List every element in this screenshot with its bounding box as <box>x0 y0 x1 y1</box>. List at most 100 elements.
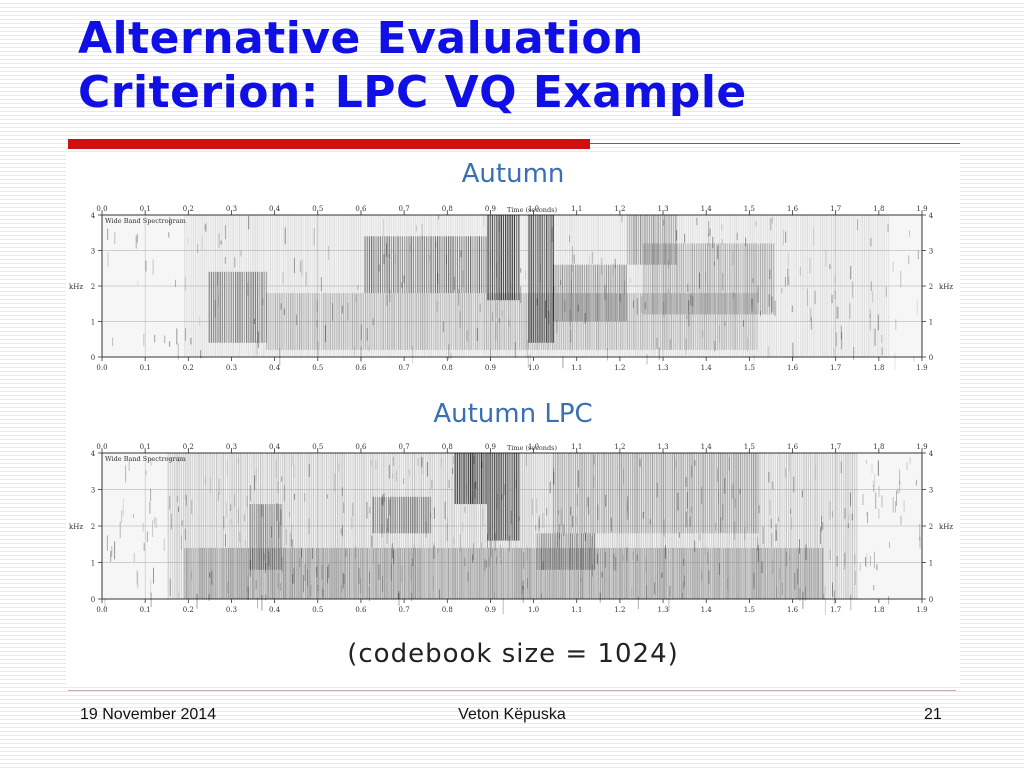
time-tick-bottom-label: 0.5 <box>312 364 323 372</box>
freq-tick-left-label: 1 <box>91 560 95 568</box>
time-tick-bottom-label: 0.1 <box>140 606 151 614</box>
time-tick-top-label: 0.0 <box>96 205 107 213</box>
footer-page-number: 21 <box>924 706 942 723</box>
time-tick-top-label: 0.6 <box>355 443 367 451</box>
footer-rule <box>68 690 956 691</box>
bottom-spectrogram-heading: Autumn LPC <box>433 399 593 429</box>
time-tick-top-label: 0.2 <box>183 443 194 451</box>
freq-tick-left-label: 4 <box>91 212 96 220</box>
time-tick-bottom-label: 0.2 <box>183 364 194 372</box>
freq-tick-left-label: 1 <box>91 319 95 327</box>
time-tick-bottom-label: 1.7 <box>830 606 841 614</box>
time-axis-label: Time (seconds) <box>507 444 557 452</box>
time-tick-bottom-label: 1.4 <box>701 606 713 614</box>
freq-tick-right-label: 2 <box>929 523 933 531</box>
freq-tick-right-label: 1 <box>929 319 933 327</box>
title-thin-rule <box>590 143 960 144</box>
freq-tick-left-label: 2 <box>91 523 95 531</box>
freq-axis-label-left: kHz <box>69 523 83 531</box>
time-tick-bottom-label: 1.8 <box>873 364 884 372</box>
time-tick-top-label: 1.8 <box>873 443 884 451</box>
freq-tick-right-label: 4 <box>929 212 934 220</box>
time-tick-bottom-label: 0.9 <box>485 606 496 614</box>
time-tick-bottom-label: 1.7 <box>830 364 841 372</box>
time-tick-top-label: 1.7 <box>830 443 841 451</box>
time-tick-bottom-label: 0.2 <box>183 606 194 614</box>
time-tick-top-label: 0.5 <box>312 443 323 451</box>
time-tick-bottom-label: 1.4 <box>701 364 713 372</box>
time-tick-bottom-label: 0.4 <box>269 606 281 614</box>
slide-title-line-2: Criterion: LPC VQ Example <box>78 67 747 118</box>
freq-tick-left-label: 0 <box>91 354 95 362</box>
time-tick-top-label: 1.8 <box>873 205 884 213</box>
freq-axis-label-right: kHz <box>939 283 953 291</box>
time-tick-top-label: 0.0 <box>96 443 107 451</box>
time-tick-bottom-label: 0.3 <box>226 606 237 614</box>
time-tick-bottom-label: 0.0 <box>96 606 107 614</box>
time-tick-bottom-label: 0.7 <box>399 606 410 614</box>
time-tick-bottom-label: 0.1 <box>140 364 151 372</box>
freq-tick-right-label: 1 <box>929 560 933 568</box>
spectrogram-figure: Autumn 0.0 0.0 0.1 0.1 0.2 0.2 0.3 0.3 0.4 0.4 0.5… <box>66 155 960 685</box>
time-tick-bottom-label: 1.9 <box>916 364 927 372</box>
time-tick-top-label: 1.9 <box>916 205 927 213</box>
time-tick-top-label: 0.3 <box>226 205 237 213</box>
time-tick-bottom-label: 0.9 <box>485 364 496 372</box>
time-tick-bottom-label: 0.8 <box>442 364 453 372</box>
time-tick-top-label: 0.8 <box>442 443 453 451</box>
freq-axis-label-left: kHz <box>69 283 83 291</box>
title-accent-rule <box>68 139 590 149</box>
time-tick-top-label: 0.7 <box>399 443 410 451</box>
time-tick-top-label: 0.1 <box>140 443 151 451</box>
time-tick-bottom-label: 1.1 <box>571 606 582 614</box>
time-tick-bottom-label: 1.3 <box>657 606 668 614</box>
time-tick-bottom-label: 1.5 <box>744 364 755 372</box>
top-spectrogram-heading: Autumn <box>461 159 565 189</box>
time-tick-bottom-label: 1.9 <box>916 606 927 614</box>
time-tick-top-label: 0.7 <box>399 205 410 213</box>
time-tick-top-label: 1.5 <box>744 205 755 213</box>
spectrogram-type-label: Wide Band Spectrogram <box>105 455 186 463</box>
time-tick-bottom-label: 1.3 <box>657 364 668 372</box>
time-tick-top-label: 0.1 <box>140 205 151 213</box>
time-tick-top-label: 1.3 <box>657 443 668 451</box>
freq-tick-right-label: 4 <box>929 450 934 458</box>
autumn-lpc-spectrogram: 0.0 0.0 0.1 0.1 0.2 0.2 0.3 0.3 0.4 0.4 0.5 0.5 0.6 0… <box>69 443 953 615</box>
time-tick-bottom-label: 1.2 <box>614 606 625 614</box>
time-tick-top-label: 1.7 <box>830 205 841 213</box>
freq-tick-right-label: 3 <box>929 487 933 495</box>
time-tick-bottom-label: 1.1 <box>571 364 582 372</box>
freq-tick-left-label: 3 <box>91 487 95 495</box>
time-tick-top-label: 1.0 <box>528 443 539 451</box>
time-tick-top-label: 0.8 <box>442 205 453 213</box>
time-tick-top-label: 1.1 <box>571 205 582 213</box>
freq-tick-left-label: 0 <box>91 596 95 604</box>
time-tick-top-label: 1.1 <box>571 443 582 451</box>
time-tick-top-label: 0.2 <box>183 205 194 213</box>
freq-axis-label-right: kHz <box>939 523 953 531</box>
time-tick-top-label: 1.3 <box>657 205 668 213</box>
time-tick-top-label: 1.0 <box>528 205 539 213</box>
time-tick-bottom-label: 1.0 <box>528 364 539 372</box>
time-tick-bottom-label: 1.6 <box>787 606 799 614</box>
time-tick-top-label: 1.6 <box>787 443 799 451</box>
time-tick-top-label: 0.6 <box>355 205 367 213</box>
time-tick-top-label: 0.4 <box>269 443 281 451</box>
time-tick-bottom-label: 1.8 <box>873 606 884 614</box>
time-tick-top-label: 0.3 <box>226 443 237 451</box>
footer-author: Veton Këpuska <box>458 706 566 723</box>
time-tick-top-label: 0.4 <box>269 205 281 213</box>
freq-tick-right-label: 0 <box>929 354 933 362</box>
time-tick-top-label: 1.4 <box>701 205 713 213</box>
autumn-spectrogram: 0.0 0.0 0.1 0.1 0.2 0.2 0.3 0.3 0.4 0.4 0.5 0.5 0.6 0… <box>69 205 953 372</box>
slide-title-line-1: Alternative Evaluation <box>78 13 644 64</box>
time-tick-bottom-label: 1.5 <box>744 606 755 614</box>
time-tick-bottom-label: 1.2 <box>614 364 625 372</box>
slide-title: Alternative Evaluation Criterion: LPC VQ… <box>78 12 978 120</box>
time-tick-top-label: 0.9 <box>485 443 496 451</box>
time-tick-top-label: 1.2 <box>614 443 625 451</box>
time-tick-top-label: 1.6 <box>787 205 799 213</box>
time-tick-top-label: 1.9 <box>916 443 927 451</box>
freq-tick-left-label: 2 <box>91 283 95 291</box>
time-tick-top-label: 1.2 <box>614 205 625 213</box>
